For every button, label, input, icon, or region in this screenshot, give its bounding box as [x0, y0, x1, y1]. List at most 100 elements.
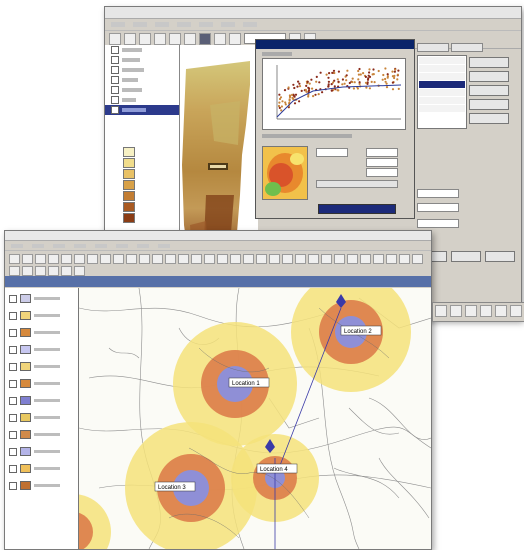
layer-checkbox[interactable]	[111, 96, 119, 104]
tool-button-icon[interactable]	[100, 254, 111, 264]
menu-item[interactable]	[199, 22, 213, 27]
text-field[interactable]	[316, 148, 348, 157]
cut-icon[interactable]	[169, 33, 181, 45]
tab-button[interactable]	[417, 43, 449, 52]
tool-button-icon[interactable]	[48, 266, 59, 276]
list-item[interactable]	[419, 73, 465, 80]
list-item[interactable]	[419, 65, 465, 72]
menu-item[interactable]	[74, 244, 86, 248]
toc-layer-row-selected[interactable]	[105, 105, 179, 115]
layer-checkbox[interactable]	[111, 66, 119, 74]
layer-checkbox[interactable]	[9, 447, 17, 456]
layer-checkbox[interactable]	[9, 464, 17, 473]
layer-checkbox[interactable]	[9, 481, 17, 490]
site-marker-icon[interactable]	[265, 439, 275, 453]
menu-item[interactable]	[137, 244, 149, 248]
legend-row[interactable]	[9, 447, 60, 456]
toc-layer-row[interactable]	[105, 55, 179, 65]
legend-row[interactable]	[9, 379, 60, 388]
rectangle-icon[interactable]	[480, 305, 492, 317]
legend-row[interactable]	[9, 345, 60, 354]
text-field[interactable]	[417, 189, 459, 198]
tool-button-icon[interactable]	[74, 254, 85, 264]
toc-layer-row[interactable]	[105, 45, 179, 55]
open-icon[interactable]	[124, 33, 136, 45]
text-field[interactable]	[417, 203, 459, 212]
method-list[interactable]	[417, 55, 467, 129]
tool-button-icon[interactable]	[204, 254, 215, 264]
tool-button-icon[interactable]	[126, 254, 137, 264]
buffer-site-edge[interactable]	[79, 494, 111, 549]
tool-button-icon[interactable]	[152, 254, 163, 264]
tool-button-icon[interactable]	[87, 254, 98, 264]
tool-button-icon[interactable]	[243, 254, 254, 264]
menu-item[interactable]	[177, 22, 191, 27]
layer-checkbox[interactable]	[9, 311, 17, 320]
text-field[interactable]	[366, 168, 398, 177]
option-button[interactable]	[469, 71, 509, 82]
layer-checkbox[interactable]	[9, 328, 17, 337]
legend-row[interactable]	[9, 311, 60, 320]
tool-button-icon[interactable]	[61, 266, 72, 276]
toc-layer-row[interactable]	[105, 75, 179, 85]
menu-item[interactable]	[155, 22, 169, 27]
list-item[interactable]	[419, 97, 465, 104]
identify-icon[interactable]	[229, 33, 241, 45]
tool-button-icon[interactable]	[308, 254, 319, 264]
menu-item[interactable]	[32, 244, 44, 248]
list-item[interactable]	[419, 105, 465, 112]
next-button[interactable]	[451, 251, 481, 262]
finish-button[interactable]	[485, 251, 515, 262]
tool-button-icon[interactable]	[399, 254, 410, 264]
tool-button-icon[interactable]	[256, 254, 267, 264]
option-button[interactable]	[469, 99, 509, 110]
menu-item[interactable]	[133, 22, 147, 27]
menu-item[interactable]	[111, 22, 125, 27]
menu-item[interactable]	[11, 244, 23, 248]
menu-item[interactable]	[243, 22, 257, 27]
layer-checkbox[interactable]	[111, 76, 119, 84]
tool-button-icon[interactable]	[295, 254, 306, 264]
site-marker-icon[interactable]	[336, 294, 346, 308]
tool-button-icon[interactable]	[113, 254, 124, 264]
tool-button-icon[interactable]	[334, 254, 345, 264]
menu-item[interactable]	[53, 244, 65, 248]
tool-button-icon[interactable]	[61, 254, 72, 264]
tool-button-icon[interactable]	[178, 254, 189, 264]
legend-row[interactable]	[9, 294, 60, 303]
menu-item[interactable]	[116, 244, 128, 248]
proximity-map[interactable]: Location 1 Location 2 Location 3 Locatio…	[79, 288, 431, 549]
rotate-icon[interactable]	[450, 305, 462, 317]
layer-checkbox[interactable]	[111, 46, 119, 54]
layer-checkbox[interactable]	[9, 294, 17, 303]
legend-row[interactable]	[9, 396, 60, 405]
layer-checkbox[interactable]	[9, 413, 17, 422]
zoom-icon[interactable]	[199, 33, 211, 45]
tool-button-icon[interactable]	[22, 254, 33, 264]
pan-icon[interactable]	[214, 33, 226, 45]
tool-button-icon[interactable]	[347, 254, 358, 264]
legend-row[interactable]	[9, 413, 60, 422]
pointer-icon[interactable]	[435, 305, 447, 317]
menu-item[interactable]	[158, 244, 170, 248]
tool-button-icon[interactable]	[35, 266, 46, 276]
layer-checkbox[interactable]	[111, 106, 119, 114]
tool-button-icon[interactable]	[386, 254, 397, 264]
menu-item[interactable]	[221, 22, 235, 27]
legend-row[interactable]	[9, 481, 60, 490]
tab-button[interactable]	[451, 43, 483, 52]
tool-button-icon[interactable]	[282, 254, 293, 264]
tool-button-icon[interactable]	[360, 254, 371, 264]
legend-row[interactable]	[9, 328, 60, 337]
new-icon[interactable]	[109, 33, 121, 45]
layer-checkbox[interactable]	[9, 430, 17, 439]
list-item-selected[interactable]	[419, 81, 465, 88]
print-icon[interactable]	[154, 33, 166, 45]
option-button[interactable]	[469, 57, 509, 68]
option-button[interactable]	[469, 85, 509, 96]
tool-button-icon[interactable]	[412, 254, 423, 264]
legend-row[interactable]	[9, 430, 60, 439]
tool-button-icon[interactable]	[139, 254, 150, 264]
tool-button-icon[interactable]	[9, 254, 20, 264]
legend-row[interactable]	[9, 464, 60, 473]
